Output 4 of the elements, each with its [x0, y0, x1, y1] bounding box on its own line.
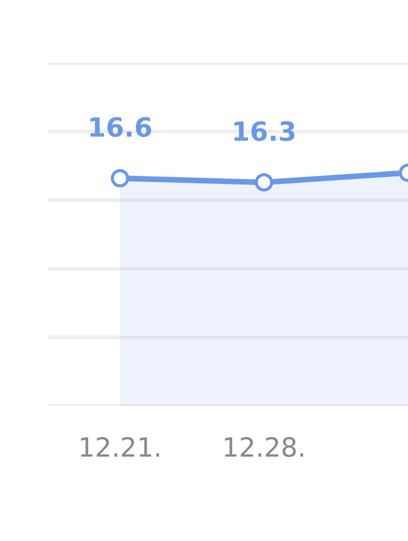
data-label: 16.6 [90, 117, 152, 138]
data-label: 16.3 [234, 121, 294, 142]
x-tick-label: 12.28. [224, 437, 304, 457]
x-tick-label: 12.21. [80, 437, 160, 457]
